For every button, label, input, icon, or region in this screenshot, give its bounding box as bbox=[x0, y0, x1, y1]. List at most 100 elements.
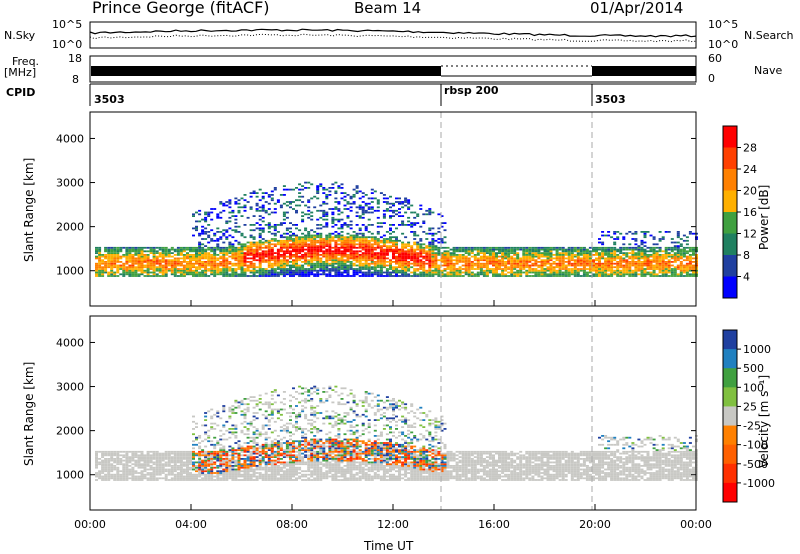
heat-cell bbox=[246, 406, 250, 409]
heat-cell bbox=[107, 450, 111, 453]
heat-cell bbox=[610, 236, 614, 239]
heat-cell bbox=[255, 412, 259, 414]
heat-cell bbox=[110, 275, 114, 277]
heat-cell bbox=[367, 264, 371, 267]
heat-cell bbox=[207, 261, 211, 263]
heat-cell bbox=[252, 415, 256, 418]
heat-cell bbox=[395, 197, 398, 200]
heat-cell bbox=[619, 269, 623, 272]
heat-cell bbox=[313, 236, 317, 239]
heat-cell bbox=[255, 459, 259, 462]
heat-cell bbox=[155, 456, 159, 458]
heat-cell bbox=[234, 239, 238, 242]
heat-cell bbox=[210, 452, 214, 455]
heat-cell bbox=[243, 209, 247, 212]
heat-cell bbox=[246, 459, 250, 462]
heat-cell bbox=[337, 187, 341, 189]
heat-cell bbox=[413, 238, 417, 240]
heat-cell bbox=[258, 227, 262, 230]
heat-cell bbox=[240, 259, 244, 262]
heat-cell bbox=[398, 261, 401, 263]
heat-cell bbox=[495, 264, 498, 267]
heat-cell bbox=[176, 450, 180, 453]
heat-cell bbox=[464, 273, 468, 276]
heat-cell bbox=[355, 268, 359, 270]
heat-cell bbox=[192, 246, 195, 249]
heat-cell bbox=[201, 218, 205, 221]
heat-cell bbox=[367, 255, 371, 258]
heat-cell bbox=[222, 463, 226, 466]
heat-cell bbox=[640, 271, 644, 274]
heat-cell bbox=[179, 479, 183, 481]
heat-cell bbox=[510, 250, 514, 253]
heat-cell bbox=[246, 246, 250, 249]
heat-cell bbox=[452, 254, 456, 256]
heat-cell bbox=[573, 261, 577, 263]
heat-cell bbox=[119, 473, 123, 476]
heat-cell bbox=[358, 238, 362, 240]
heat-cell bbox=[101, 459, 105, 462]
heat-cell bbox=[473, 255, 477, 258]
heat-cell bbox=[279, 243, 283, 246]
heat-cell bbox=[513, 246, 517, 249]
heat-cell bbox=[276, 259, 280, 262]
heat-cell bbox=[225, 275, 229, 277]
heat-cell bbox=[140, 259, 144, 262]
heat-cell bbox=[588, 268, 592, 270]
heat-cell bbox=[634, 239, 638, 242]
heat-cell bbox=[304, 241, 308, 244]
heat-cell bbox=[370, 273, 374, 276]
heat-cell bbox=[307, 262, 311, 265]
heat-cell bbox=[385, 261, 389, 263]
heat-cell bbox=[222, 229, 226, 232]
heat-cell bbox=[595, 262, 598, 265]
heat-cell bbox=[501, 275, 505, 277]
heat-cell bbox=[643, 252, 647, 254]
heat-cell bbox=[328, 275, 332, 277]
heat-cell bbox=[398, 275, 401, 277]
heat-cell bbox=[207, 440, 211, 443]
heat-cell bbox=[125, 261, 129, 263]
heat-cell bbox=[422, 220, 426, 223]
heat-cell bbox=[231, 454, 235, 457]
heat-cell bbox=[249, 236, 253, 239]
heat-cell bbox=[201, 271, 205, 274]
heat-cell bbox=[192, 264, 195, 267]
heat-cell bbox=[207, 231, 211, 233]
heat-cell bbox=[273, 262, 277, 265]
heat-cell bbox=[204, 261, 208, 263]
heat-cell bbox=[252, 445, 256, 448]
heat-cell bbox=[258, 215, 262, 217]
heat-cell bbox=[407, 275, 411, 277]
heat-cell bbox=[516, 254, 520, 256]
heat-cell bbox=[652, 255, 656, 258]
heat-cell bbox=[137, 266, 141, 269]
heat-cell bbox=[289, 188, 292, 191]
heat-cell bbox=[161, 271, 165, 274]
heat-cell bbox=[176, 257, 180, 260]
heat-cell bbox=[173, 268, 177, 270]
heat-cell bbox=[646, 271, 650, 274]
heat-cell bbox=[340, 225, 344, 228]
heat-cell bbox=[404, 197, 408, 200]
heat-cell bbox=[340, 254, 344, 256]
heat-cell bbox=[225, 472, 229, 474]
heat-cell bbox=[634, 255, 638, 258]
heat-cell bbox=[267, 436, 271, 439]
heat-cell bbox=[222, 473, 226, 476]
heat-cell bbox=[152, 261, 156, 263]
heat-cell bbox=[170, 262, 174, 265]
heat-cell bbox=[610, 262, 614, 265]
heat-cell bbox=[361, 208, 365, 210]
heat-cell bbox=[537, 255, 541, 258]
heat-cell bbox=[95, 463, 98, 466]
heat-cell bbox=[349, 262, 353, 265]
heat-cell bbox=[207, 268, 211, 270]
heat-cell bbox=[158, 252, 162, 254]
heat-cell bbox=[222, 450, 226, 453]
heat-cell bbox=[322, 255, 326, 258]
heat-cell bbox=[355, 246, 359, 249]
heat-cell bbox=[116, 250, 120, 253]
heat-cell bbox=[131, 454, 135, 457]
heat-cell bbox=[416, 234, 420, 237]
